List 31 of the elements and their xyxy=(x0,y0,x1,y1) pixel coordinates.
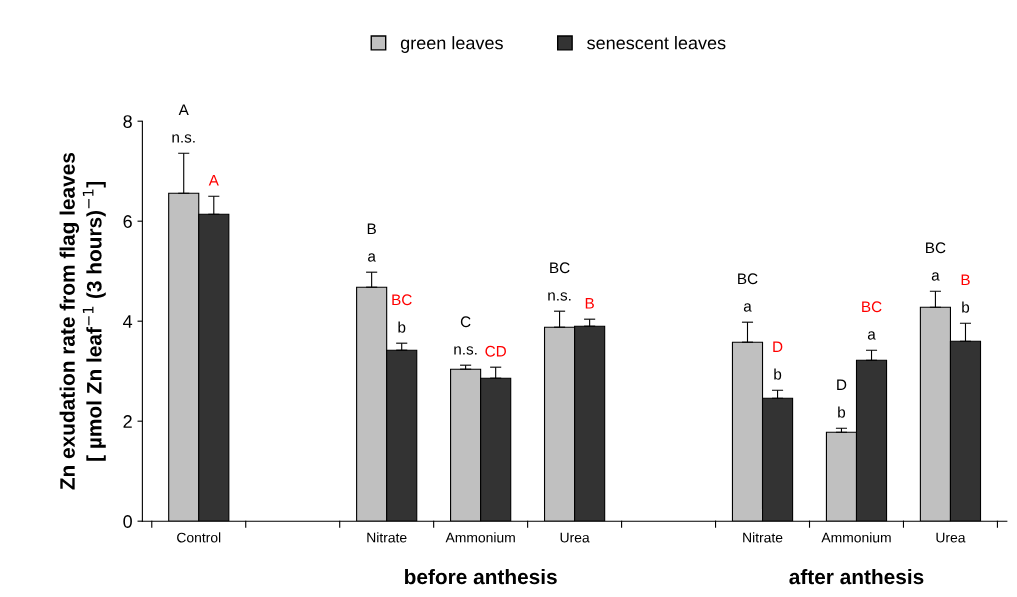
x-tick-label: Urea xyxy=(560,532,590,543)
data-label: B b xyxy=(961,274,970,313)
y-tick-label: 6 xyxy=(123,215,132,228)
text: A n.s. xyxy=(172,104,195,143)
data-label: B xyxy=(585,298,594,309)
text: BC a xyxy=(738,273,758,312)
legend-label: green leaves xyxy=(400,36,503,53)
y-axis-title: Zn exudation rate from flag leaves [ µmol Zn leaf$^{−1}$ (3 hours)$^{−1}$] xyxy=(59,153,106,490)
y-tick-label: 4 xyxy=(123,315,133,328)
data-label: A xyxy=(208,175,219,186)
text: B a xyxy=(367,223,376,262)
x-tick-label: Ammonium xyxy=(821,532,891,543)
x-tick-label: Nitrate xyxy=(743,532,783,543)
data-label: D b xyxy=(837,379,847,418)
data-label: CD xyxy=(485,345,506,357)
text: BC a xyxy=(862,301,882,340)
x-tick-label: Ammonium xyxy=(445,532,515,543)
text: after anthesis xyxy=(789,568,924,585)
text: BC a xyxy=(926,242,946,281)
x-tick-label: Nitrate xyxy=(367,532,407,543)
text: C n.s. xyxy=(454,316,477,355)
y-tick-label: 2 xyxy=(123,415,132,428)
data-label: BC b xyxy=(392,294,412,333)
x-tick-label: Urea xyxy=(936,532,966,543)
x-tick-label: Control xyxy=(177,532,221,543)
legend-label: senescent leaves xyxy=(587,36,726,50)
text: before anthesis xyxy=(405,568,557,585)
y-tick-label: 8 xyxy=(123,115,132,128)
text: BC n.s. xyxy=(548,262,571,301)
y-tick-label: 0 xyxy=(123,515,132,528)
data-label: D b xyxy=(773,341,783,380)
